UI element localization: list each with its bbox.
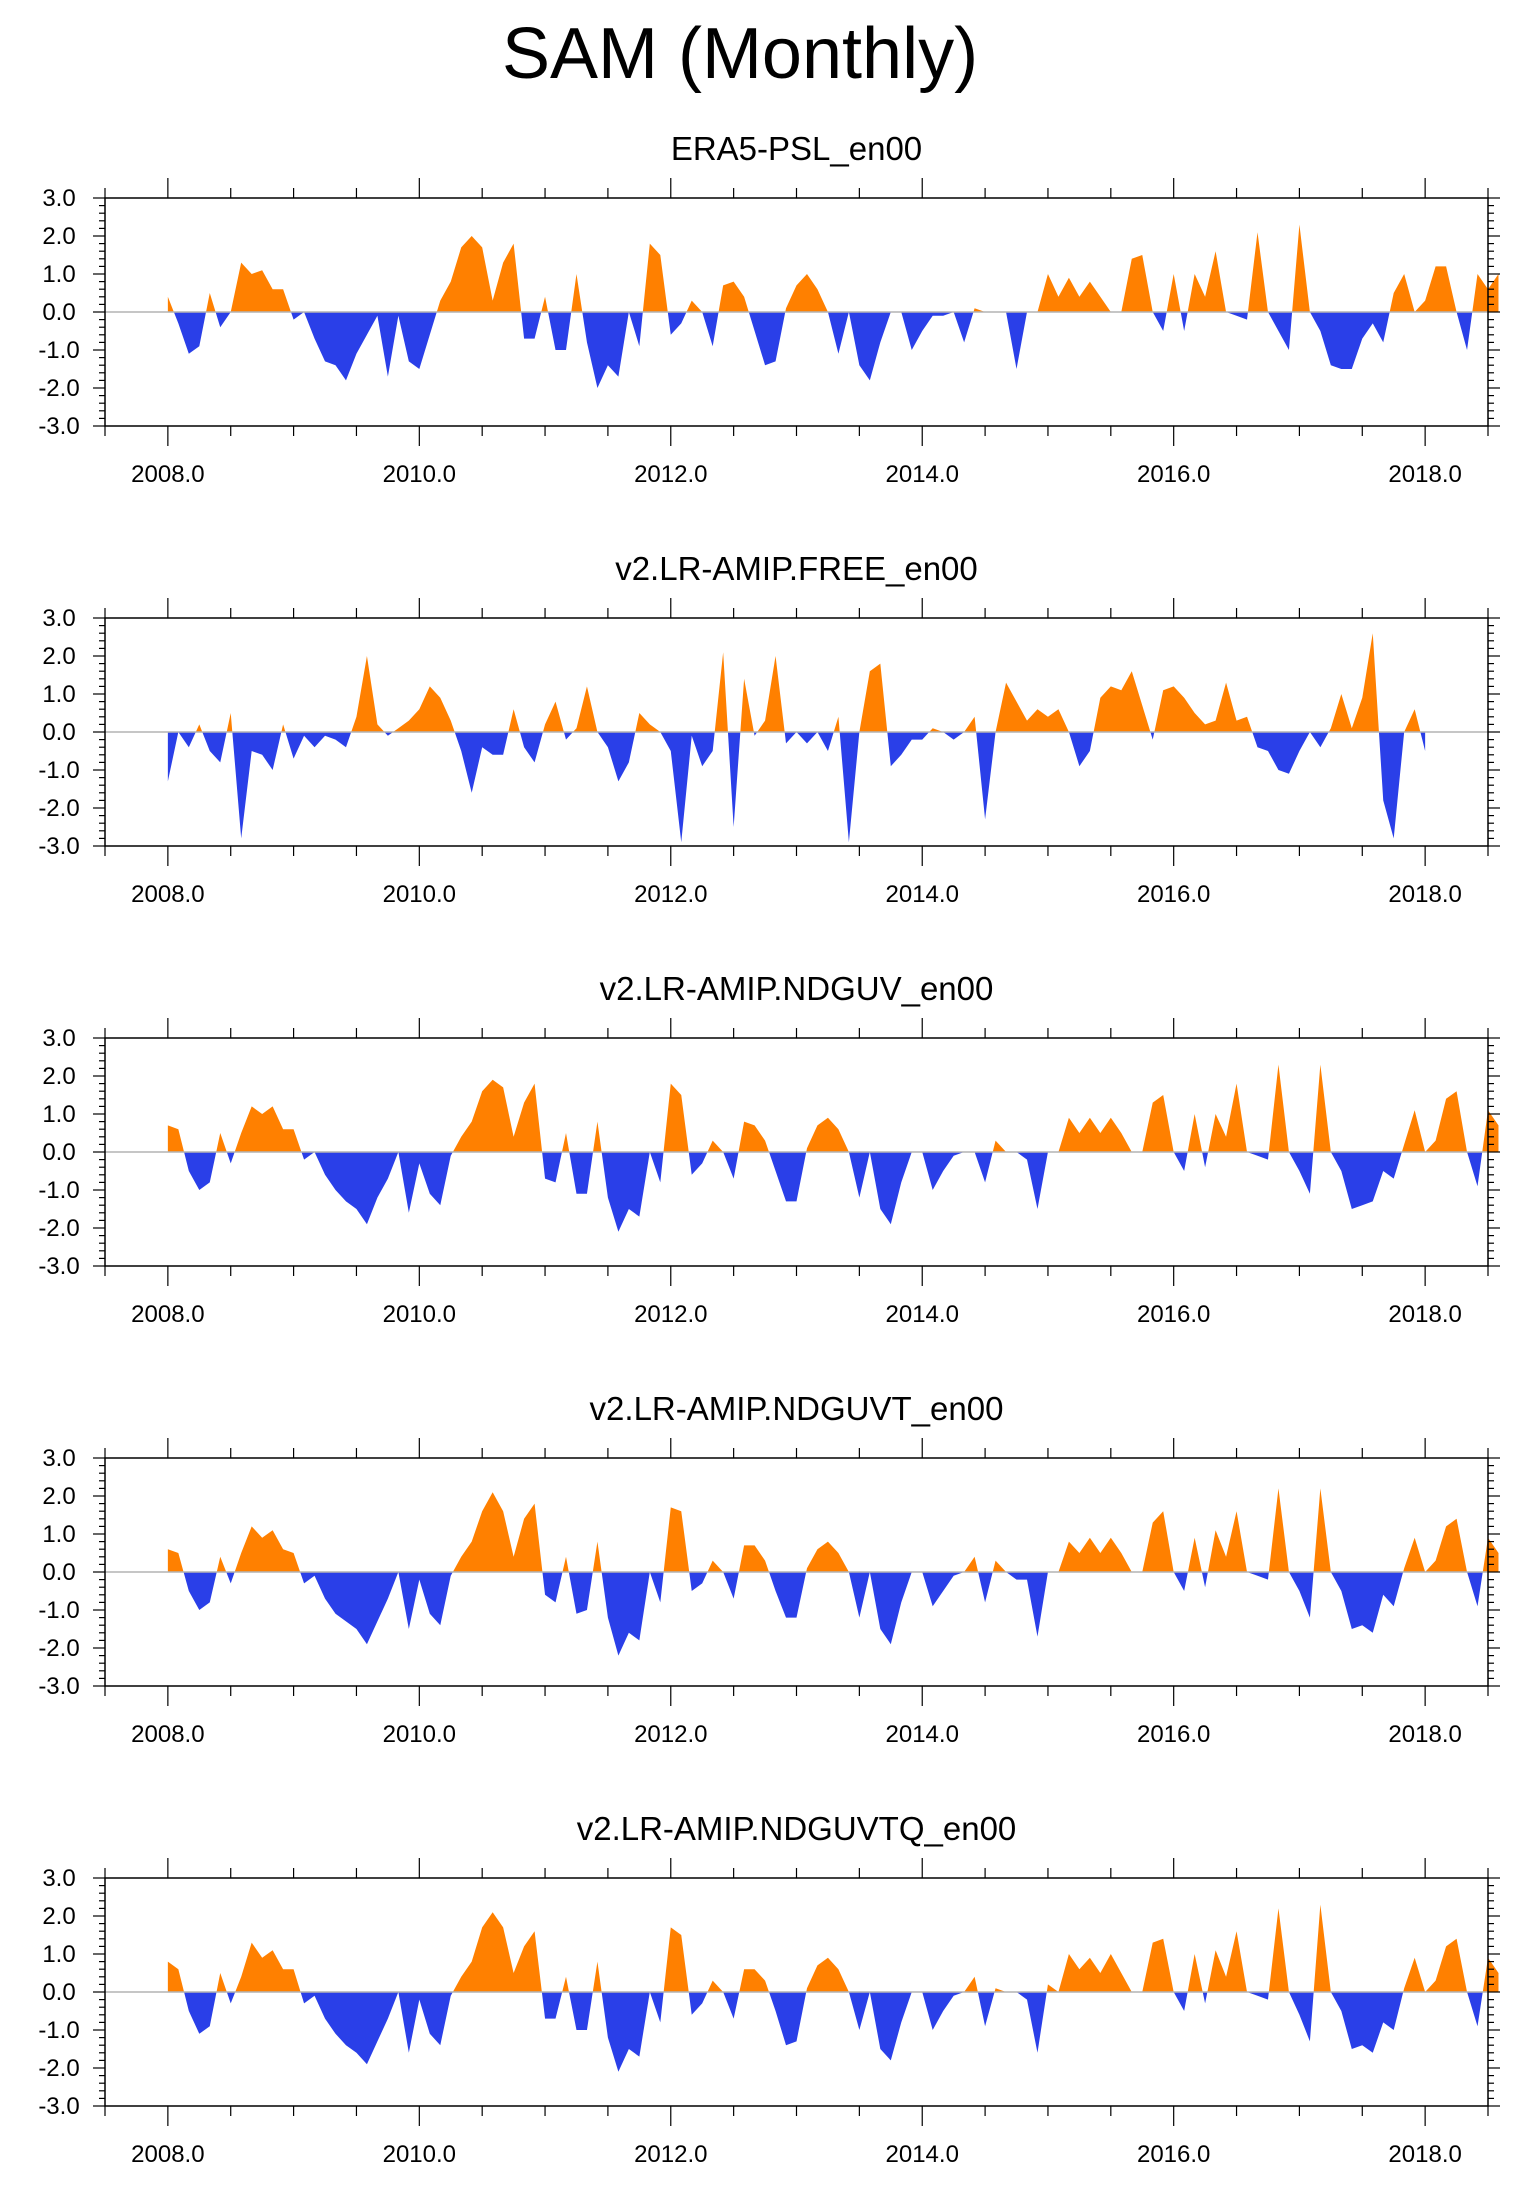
y-tick-label: 0.0 <box>42 1979 75 2006</box>
x-tick-label: 2016.0 <box>1137 1721 1210 1748</box>
y-tick-label: -2.0 <box>38 1215 79 1242</box>
y-tick-label: -2.0 <box>38 795 79 822</box>
x-tick-label: 2010.0 <box>383 1721 456 1748</box>
y-tick-label: 3.0 <box>42 1445 75 1472</box>
positive-area <box>167 633 1426 732</box>
y-tick-label: 3.0 <box>42 1865 75 1892</box>
x-tick-label: 2018.0 <box>1388 881 1461 908</box>
panel-title: ERA5-PSL_en00 <box>671 130 922 167</box>
y-tick-label: -3.0 <box>38 833 79 860</box>
x-tick-label: 2008.0 <box>131 1301 204 1328</box>
y-tick-label: 1.0 <box>42 1941 75 1968</box>
x-tick-label: 2018.0 <box>1388 461 1461 488</box>
panel-title: v2.LR-AMIP.FREE_en00 <box>615 550 978 587</box>
x-tick-label: 2010.0 <box>383 461 456 488</box>
y-tick-label: -3.0 <box>38 2093 79 2120</box>
y-tick-label: 3.0 <box>42 605 75 632</box>
y-tick-label: -3.0 <box>38 413 79 440</box>
y-tick-label: -3.0 <box>38 1673 79 1700</box>
y-tick-label: 1.0 <box>42 1101 75 1128</box>
x-tick-label: 2014.0 <box>886 881 959 908</box>
y-tick-label: 1.0 <box>42 261 75 288</box>
x-tick-label: 2012.0 <box>634 1301 707 1328</box>
panel-title: v2.LR-AMIP.NDGUVT_en00 <box>590 1390 1004 1427</box>
y-tick-label: 1.0 <box>42 1521 75 1548</box>
y-tick-label: -1.0 <box>38 2017 79 2044</box>
positive-area <box>167 1488 1499 1572</box>
x-tick-label: 2012.0 <box>634 1721 707 1748</box>
y-tick-label: 3.0 <box>42 185 75 212</box>
y-tick-label: 2.0 <box>42 1903 75 1930</box>
y-tick-label: -1.0 <box>38 1597 79 1624</box>
negative-area <box>167 732 1426 843</box>
panel-5: v2.LR-AMIP.NDGUVTQ_en00 3.0 2.0 1.0 0.0 -1.0 -… <box>38 1810 1500 2168</box>
negative-area <box>167 1572 1499 1656</box>
x-tick-label: 2010.0 <box>383 881 456 908</box>
x-tick-label: 2014.0 <box>886 1301 959 1328</box>
y-tick-label: 0.0 <box>42 299 75 326</box>
x-tick-label: 2014.0 <box>886 1721 959 1748</box>
x-tick-label: 2010.0 <box>383 1301 456 1328</box>
panel-title: v2.LR-AMIP.NDGUVTQ_en00 <box>577 1810 1017 1847</box>
y-tick-label: 0.0 <box>42 1559 75 1586</box>
y-tick-label: -1.0 <box>38 1177 79 1204</box>
x-tick-label: 2012.0 <box>634 881 707 908</box>
panel-2: v2.LR-AMIP.FREE_en00 3.0 2.0 1.0 0.0 -1.0 -2.0… <box>38 550 1500 908</box>
x-tick-label: 2016.0 <box>1137 2141 1210 2168</box>
y-tick-label: -1.0 <box>38 757 79 784</box>
y-tick-label: 2.0 <box>42 223 75 250</box>
x-tick-label: 2016.0 <box>1137 1301 1210 1328</box>
y-tick-label: 0.0 <box>42 719 75 746</box>
negative-area <box>167 1992 1499 2072</box>
panel-4: v2.LR-AMIP.NDGUVT_en00 3.0 2.0 1.0 0.0 -1.0 -2… <box>38 1390 1500 1748</box>
x-tick-label: 2018.0 <box>1388 1301 1461 1328</box>
y-tick-label: -2.0 <box>38 375 79 402</box>
negative-area <box>167 312 1499 388</box>
y-tick-label: 2.0 <box>42 643 75 670</box>
y-tick-label: 2.0 <box>42 1483 75 1510</box>
x-tick-label: 2012.0 <box>634 2141 707 2168</box>
x-tick-label: 2014.0 <box>886 461 959 488</box>
x-tick-label: 2008.0 <box>131 461 204 488</box>
y-tick-label: -3.0 <box>38 1253 79 1280</box>
x-tick-label: 2014.0 <box>886 2141 959 2168</box>
x-tick-label: 2016.0 <box>1137 461 1210 488</box>
x-tick-label: 2012.0 <box>634 461 707 488</box>
positive-area <box>167 1064 1499 1152</box>
x-tick-label: 2008.0 <box>131 2141 204 2168</box>
y-tick-label: 1.0 <box>42 681 75 708</box>
y-tick-label: -2.0 <box>38 2055 79 2082</box>
y-tick-label: -1.0 <box>38 337 79 364</box>
y-tick-label: 2.0 <box>42 1063 75 1090</box>
x-tick-label: 2008.0 <box>131 881 204 908</box>
x-tick-label: 2008.0 <box>131 1721 204 1748</box>
x-tick-label: 2010.0 <box>383 2141 456 2168</box>
positive-area <box>167 1904 1499 1992</box>
panel-title: v2.LR-AMIP.NDGUV_en00 <box>600 970 994 1007</box>
y-tick-label: 3.0 <box>42 1025 75 1052</box>
x-tick-label: 2016.0 <box>1137 881 1210 908</box>
positive-area <box>167 224 1499 312</box>
page-title: SAM (Monthly) <box>501 14 979 94</box>
y-tick-label: 0.0 <box>42 1139 75 1166</box>
panel-3: v2.LR-AMIP.NDGUV_en00 3.0 2.0 1.0 0.0 -1.0 -2.… <box>38 970 1500 1328</box>
negative-area <box>167 1152 1499 1232</box>
y-tick-label: -2.0 <box>38 1635 79 1662</box>
x-tick-label: 2018.0 <box>1388 2141 1461 2168</box>
panel-1: ERA5-PSL_en00 3.0 2.0 1.0 0.0 -1.0 -2.0 -3.0 200… <box>38 130 1500 488</box>
x-tick-label: 2018.0 <box>1388 1721 1461 1748</box>
